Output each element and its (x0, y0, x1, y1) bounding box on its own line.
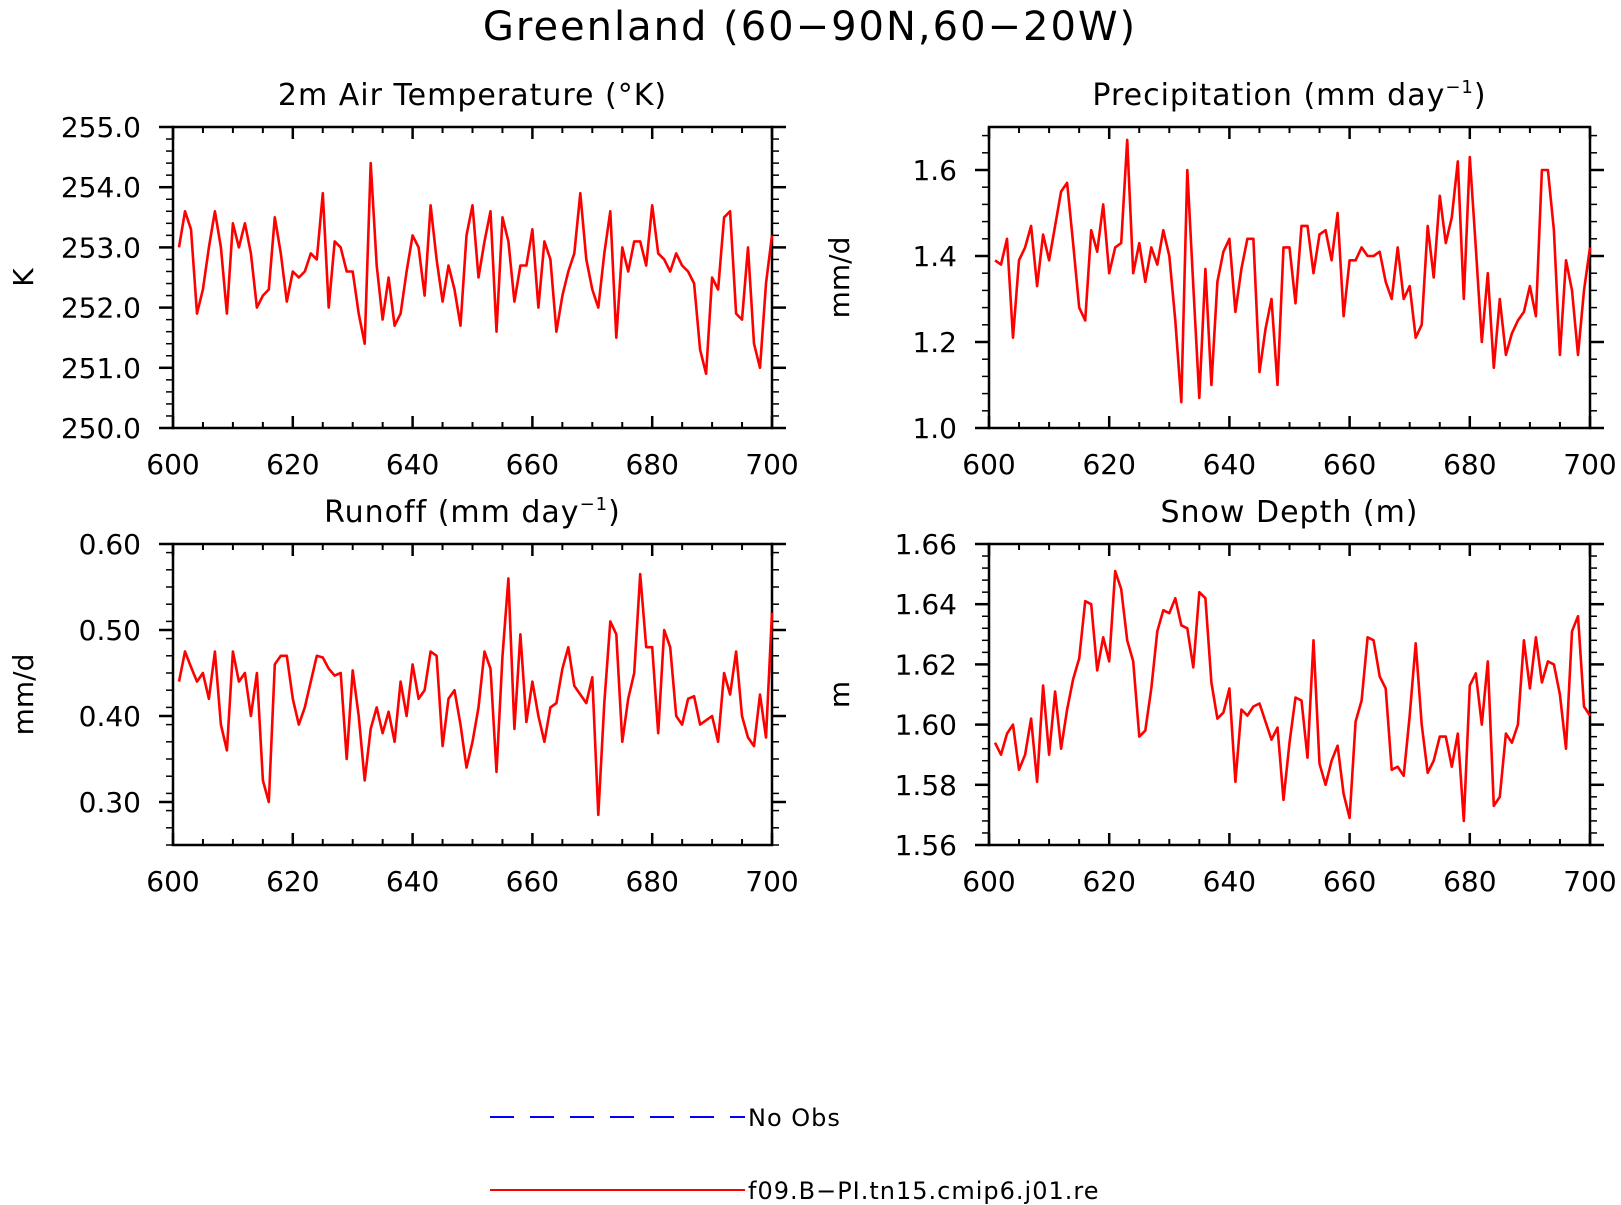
plot-frame (171, 542, 774, 847)
x-tick-label: 620 (266, 448, 319, 481)
y-tick-label: 1.2 (912, 326, 957, 359)
y-tick-label: 1.56 (895, 829, 957, 862)
x-tick-label: 640 (1203, 865, 1256, 898)
x-tick-label: 660 (1323, 865, 1376, 898)
chart-panel-precip: Precipitation (mm day−1) mm/d 600 620 640 660… (823, 77, 1617, 481)
y-axis-label: K (7, 268, 40, 287)
x-tick-label: 680 (625, 448, 678, 481)
chart-panel-temp: 2m Air Temperature (°K) K 600 620 640 660 680 7… (7, 78, 799, 481)
x-tick-label: 600 (146, 865, 199, 898)
panel-title-tail: ) (1474, 78, 1487, 113)
chart-panels: 2m Air Temperature (°K) K 600 620 640 660 680 7… (7, 77, 1617, 898)
x-tick-label: 600 (962, 865, 1015, 898)
y-axis-label: mm/d (823, 237, 856, 319)
x-tick-label: 700 (745, 865, 798, 898)
legend: No Obs f09.B−PI.tn15.cmip6.j01.re (490, 1104, 1099, 1205)
y-tick-label: 1.0 (912, 412, 957, 445)
y-tick-label: 1.4 (912, 240, 957, 273)
y-tick-label: 255.0 (61, 111, 141, 144)
x-tick-label: 640 (386, 865, 439, 898)
y-tick-label: 252.0 (61, 292, 141, 325)
panel-title: 2m Air Temperature (°K) (278, 78, 667, 113)
panel-title-text: Snow Depth (m) (1160, 495, 1418, 530)
legend-label: f09.B−PI.tn15.cmip6.j01.re (748, 1177, 1099, 1205)
x-tick-label: 700 (745, 448, 798, 481)
panel-title: Precipitation (mm day−1) (1092, 77, 1486, 113)
series-line (993, 569, 1592, 823)
chart-panel-snow: Snow Depth (m) m 600 620 640 660 680 700 1.56 1.5… (823, 495, 1617, 898)
y-axis-label: m (823, 681, 856, 708)
y-tick-label: 251.0 (61, 352, 141, 385)
legend-label: No Obs (748, 1104, 841, 1132)
plot-frame (171, 125, 774, 430)
x-tick-label: 620 (266, 865, 319, 898)
series-line (177, 161, 774, 376)
y-tick-label: 1.58 (895, 769, 957, 802)
panel-title: Snow Depth (m) (1160, 495, 1418, 530)
series-line (994, 138, 1592, 404)
chart-panel-runoff: Runoff (mm day−1) mm/d 600 620 640 660 680 700 0… (7, 494, 799, 898)
panel-title: Runoff (mm day−1) (324, 494, 621, 530)
x-tick-label: 620 (1082, 865, 1135, 898)
y-tick-label: 254.0 (61, 171, 141, 204)
panel-title-text: Precipitation (mm day (1092, 78, 1445, 113)
x-tick-label: 640 (386, 448, 439, 481)
y-tick-label: 1.60 (895, 709, 957, 742)
x-tick-label: 680 (625, 865, 678, 898)
x-tick-label: 660 (506, 865, 559, 898)
y-tick-label: 0.60 (79, 528, 141, 561)
x-tick-label: 700 (1563, 865, 1616, 898)
y-tick-label: 1.6 (912, 154, 957, 187)
x-tick-label: 640 (1203, 448, 1256, 481)
y-tick-label: 250.0 (61, 412, 141, 445)
panel-title-text: Runoff (mm day (324, 495, 579, 530)
y-tick-label: 1.62 (895, 648, 957, 681)
y-tick-label: 0.50 (79, 614, 141, 647)
plot-frame (987, 542, 1592, 847)
plot-frame (987, 125, 1592, 430)
y-axis-label: mm/d (7, 654, 40, 736)
panel-title-text: 2m Air Temperature (°K) (278, 78, 667, 113)
x-tick-label: 680 (1443, 865, 1496, 898)
y-tick-label: 1.66 (895, 528, 957, 561)
x-tick-label: 600 (962, 448, 1015, 481)
x-tick-label: 660 (1323, 448, 1376, 481)
series-line (177, 572, 774, 817)
x-tick-label: 660 (506, 448, 559, 481)
x-tick-label: 600 (146, 448, 199, 481)
x-tick-label: 680 (1443, 448, 1496, 481)
legend-entry: f09.B−PI.tn15.cmip6.j01.re (490, 1177, 1099, 1205)
panel-title-tail: ) (608, 495, 621, 530)
y-tick-label: 0.40 (79, 700, 141, 733)
x-tick-label: 620 (1082, 448, 1135, 481)
y-tick-label: 253.0 (61, 231, 141, 264)
x-tick-label: 700 (1563, 448, 1616, 481)
y-tick-label: 1.64 (895, 588, 957, 621)
legend-entry: No Obs (490, 1104, 841, 1132)
panel-title-superscript: −1 (580, 494, 609, 515)
panel-title-superscript: −1 (1445, 77, 1474, 98)
figure-title: Greenland (60−90N,60−20W) (483, 4, 1137, 50)
y-tick-label: 0.30 (79, 786, 141, 819)
